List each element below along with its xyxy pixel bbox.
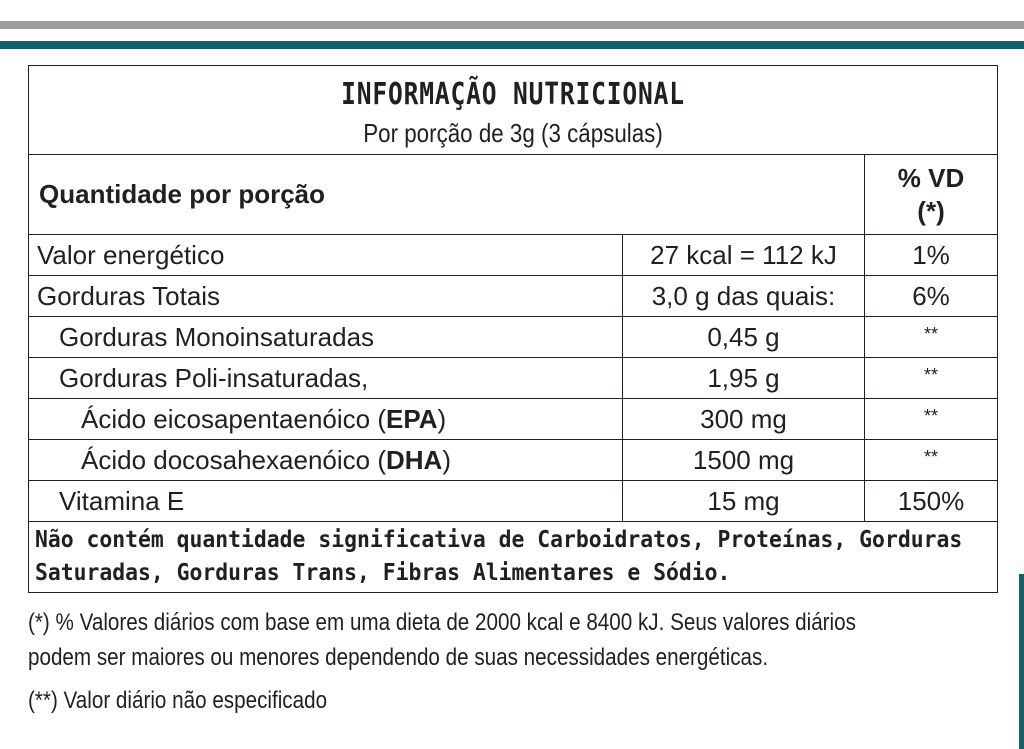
title-cell: INFORMAÇÃO NUTRICIONAL Por porção de 3g … (27, 65, 999, 155)
header-vd-line1: % VD (897, 163, 965, 193)
nutrient-name: Ácido eicosapentaenóico (EPA) (28, 398, 623, 440)
nutrient-abbrev: DHA (385, 444, 443, 475)
nutrient-name: Gorduras Monoinsaturadas (28, 316, 623, 358)
table-row: Gorduras Monoinsaturadas 0,45 g ** (28, 316, 999, 358)
nutrient-vd: 1% (863, 234, 999, 276)
nutrient-name: Ácido docosahexaenóico (DHA) (28, 439, 623, 481)
vd-stars: ** (924, 364, 939, 385)
nutrient-vd: 6% (863, 275, 999, 317)
vd-stars: ** (924, 405, 939, 426)
table-row: Gorduras Totais 3,0 g das quais: 6% (28, 275, 999, 317)
nutrient-name: Vitamina E (28, 480, 623, 522)
nutrient-name-prefix: Ácido docosahexaenóico ( (81, 444, 386, 475)
nutrient-vd: ** (863, 316, 999, 358)
vd-stars: ** (924, 446, 939, 467)
side-teal-tab (1019, 574, 1024, 749)
nutrient-name-prefix: Ácido eicosapentaenóico ( (81, 403, 386, 434)
vd-stars: ** (924, 323, 939, 344)
header-quantity-label: Quantidade por porção (28, 154, 865, 235)
table-row: Vitamina E 15 mg 150% (28, 480, 999, 522)
table-row: Valor energético 27 kcal = 112 kJ 1% (28, 234, 999, 276)
footnote-daily-values-line2: podem ser maiores ou menores dependendo … (28, 644, 769, 671)
nutrient-name: Gorduras Totais (28, 275, 623, 317)
not-contains-line1: Não contém quantidade significativa de C… (35, 527, 963, 553)
header-vd: % VD (*) (863, 154, 999, 235)
nutrition-table: INFORMAÇÃO NUTRICIONAL Por porção de 3g … (27, 65, 999, 593)
nutrient-amount: 1,95 g (622, 357, 865, 399)
nutrient-name: Gorduras Poli-insaturadas, (28, 357, 623, 399)
nutrient-name-suffix: ) (437, 403, 447, 434)
top-gray-stripe (0, 21, 1024, 29)
footnote-not-specified: (**) Valor diário não especificado (28, 687, 328, 714)
serving-size: Por porção de 3g (3 cápsulas) (363, 118, 663, 148)
nutrient-vd: 150% (863, 480, 999, 522)
nutrient-vd: ** (863, 357, 999, 399)
nutrient-abbrev: EPA (385, 403, 438, 434)
table-title: INFORMAÇÃO NUTRICIONAL (341, 77, 685, 112)
table-row: Gorduras Poli-insaturadas, 1,95 g ** (28, 357, 999, 399)
nutrient-name: Valor energético (28, 234, 623, 276)
header-vd-line2: (*) (917, 195, 945, 226)
footnote-daily-values-line1: (*) % Valores diários com base em uma di… (28, 609, 856, 636)
top-teal-stripe (0, 41, 1024, 49)
nutrient-amount: 1500 mg (622, 439, 865, 481)
nutrient-amount: 15 mg (622, 480, 865, 522)
not-contains-note: Não contém quantidade significativa de C… (27, 521, 999, 593)
nutrient-vd: ** (863, 398, 999, 440)
table-row: Ácido docosahexaenóico (DHA) 1500 mg ** (28, 439, 999, 481)
not-contains-line2: Saturadas, Gorduras Trans, Fibras Alimen… (35, 560, 731, 586)
nutrient-vd: ** (863, 439, 999, 481)
nutrient-amount: 3,0 g das quais: (622, 275, 865, 317)
table-row: Ácido eicosapentaenóico (EPA) 300 mg ** (28, 398, 999, 440)
nutrient-name-suffix: ) (442, 444, 451, 475)
nutrient-amount: 0,45 g (622, 316, 865, 358)
nutrient-amount: 27 kcal = 112 kJ (622, 234, 865, 276)
nutrient-amount: 300 mg (622, 398, 865, 440)
